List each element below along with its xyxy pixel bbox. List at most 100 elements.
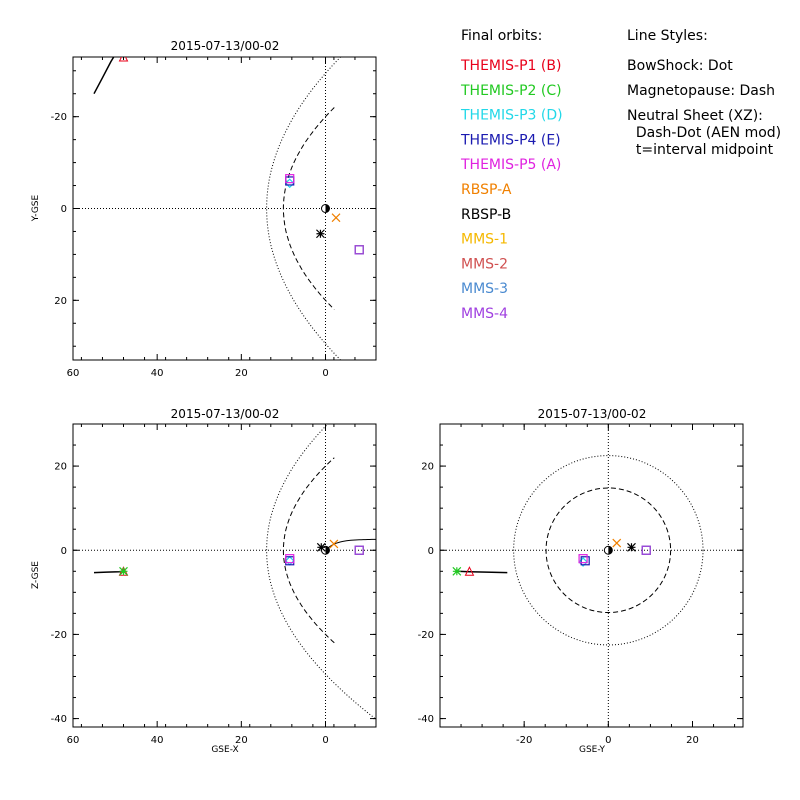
- panel-yz-frame: [439, 423, 744, 728]
- panel-1-point-6: [316, 542, 326, 552]
- legend-item-4: THEMIS-P5 (A): [460, 157, 561, 173]
- panel-2-point-2: [578, 557, 588, 567]
- legend-item-6: RBSP-B: [461, 207, 511, 223]
- panel-2-point-5: [612, 538, 622, 548]
- panel-0-point-5: [331, 213, 341, 223]
- panel-2-plot-area: [440, 424, 743, 727]
- panel-xy: 2015-07-13/00-02 Y-GSE 60 40 20 0 -20 0 20: [31, 39, 377, 379]
- legend-style-1: Magnetopause: Dash: [627, 83, 775, 99]
- panel-0-xtick-label-1: 40: [151, 368, 164, 379]
- panel-1-point-3: [285, 556, 295, 566]
- panel-2-ytick-label-1: 0: [428, 546, 434, 557]
- panel-0-point-9: [354, 245, 364, 255]
- panel-1-plot-area: [73, 424, 376, 727]
- legend: Final orbits: THEMIS-P1 (B) THEMIS-P2 (C)…: [460, 28, 781, 322]
- panel-xz-xlabel: GSE-X: [211, 745, 238, 755]
- panel-0-xtick-label-2: 20: [235, 368, 248, 379]
- panel-1-point-4: [285, 554, 295, 564]
- legend-style-3: Dash-Dot (AEN mod): [627, 125, 781, 141]
- panel-1-xtick-label-2: 20: [235, 735, 248, 746]
- legend-style-0: BowShock: Dot: [627, 58, 733, 74]
- panel-2-point-4: [578, 554, 588, 564]
- panel-1-xtick-label-3: 0: [322, 735, 328, 746]
- panel-2-magnetopause: [545, 487, 672, 614]
- legend-item-1: THEMIS-P2 (C): [460, 83, 562, 99]
- panel-2-xtick-label-1: 0: [605, 735, 611, 746]
- panel-xz: 2015-07-13/00-02 Z-GSE GSE-X 60 40 20 0 20 0 -…: [31, 407, 377, 755]
- panel-2-orbit-trail: [456, 570, 508, 574]
- panel-2-point-7: [641, 545, 651, 555]
- legend-styles-title: Line Styles:: [627, 28, 708, 44]
- panel-1-ytick-label-1: 0: [61, 546, 67, 557]
- panel-0-magnetopause: [282, 107, 335, 310]
- panel-2-point-10: [641, 545, 651, 555]
- panel-2-xtick-label-0: -20: [516, 735, 532, 746]
- panel-2-xtick-label-2: 20: [686, 735, 699, 746]
- panel-0-point-6: [316, 229, 325, 239]
- panel-0-point-0: [118, 57, 129, 62]
- panel-2-point-1: [452, 566, 462, 576]
- panel-0-earth-night: [325, 204, 330, 213]
- panel-yz: 2015-07-13/00-02 GSE-Y -20 0 20 20 0 -20 -40: [418, 407, 744, 755]
- panel-1-ytick-label-0: 20: [54, 462, 67, 473]
- panel-1-ytick-label-3: -40: [51, 714, 67, 725]
- panel-2-point-3: [580, 556, 590, 566]
- panel-2-ytick-label-3: -40: [418, 714, 434, 725]
- panel-2-ytick-label-0: 20: [421, 462, 434, 473]
- panel-xz-ylabel: Z-GSE: [31, 561, 41, 589]
- panel-0-xtick-label-0: 60: [67, 368, 80, 379]
- panel-2-point-9: [641, 545, 651, 555]
- panel-0-orbit-trail: [93, 57, 115, 95]
- legend-item-9: MMS-3: [461, 281, 508, 297]
- panel-0-plot-area: [73, 39, 376, 360]
- panel-2-earth-night: [608, 546, 613, 555]
- panel-0-point-4: [285, 174, 295, 184]
- panel-0-ytick-label-2: 20: [54, 296, 67, 307]
- panel-1-point-1: [119, 566, 128, 576]
- panel-xz-title: 2015-07-13/00-02: [171, 407, 280, 421]
- legend-item-7: MMS-1: [461, 232, 508, 248]
- panel-2-point-8: [641, 545, 651, 555]
- panel-0-point-8: [354, 245, 364, 255]
- panel-xy-title: 2015-07-13/00-02: [171, 39, 280, 53]
- panel-1-point-5: [329, 539, 339, 549]
- panel-1-point-10: [354, 545, 364, 555]
- legend-item-2: THEMIS-P3 (D): [460, 108, 563, 124]
- legend-style-2: Neutral Sheet (XZ):: [627, 108, 763, 124]
- panel-xz-frame: [72, 423, 377, 728]
- panel-xy-content: 60 40 20 0 -20 0 20: [51, 39, 377, 379]
- legend-item-10: MMS-4: [461, 306, 508, 322]
- panel-0-xtick-label-3: 0: [322, 368, 328, 379]
- panel-0-point-1: [120, 39, 128, 47]
- panel-yz-content: -20 0 20 20 0 -20 -40: [418, 423, 743, 746]
- panel-0-point-2: [284, 178, 295, 189]
- panel-1-ytick-label-2: -20: [51, 630, 67, 641]
- panel-1-earth-night: [325, 546, 330, 555]
- legend-items: THEMIS-P1 (B) THEMIS-P2 (C) THEMIS-P3 (D) T…: [460, 58, 563, 322]
- panel-1-bowshock: [266, 424, 376, 720]
- panel-2-point-0: [464, 566, 475, 576]
- panel-xy-ylabel: Y-GSE: [31, 195, 41, 223]
- panel-1-orbit-trail: [93, 570, 124, 574]
- panel-2-point-6: [627, 542, 636, 552]
- panel-xz-content: 60 40 20 0 20 0 -20 -40: [51, 423, 377, 746]
- panel-0-point-7: [354, 245, 364, 255]
- panel-1-xtick-label-1: 40: [151, 735, 164, 746]
- panel-1-magnetopause: [282, 457, 335, 644]
- legend-styles: BowShock: Dot Magnetopause: Dash Neutral S…: [627, 58, 781, 158]
- panel-2-ytick-label-2: -20: [418, 630, 434, 641]
- legend-style-4: t=interval midpoint: [627, 142, 774, 158]
- legend-item-3: THEMIS-P4 (E): [460, 132, 561, 148]
- legend-item-8: MMS-2: [461, 256, 508, 272]
- panel-yz-xlabel: GSE-Y: [579, 745, 606, 755]
- panel-1-point-2: [284, 555, 295, 566]
- panel-0-ytick-label-1: 0: [61, 204, 67, 215]
- panel-0-ytick-label-0: -20: [51, 112, 67, 123]
- legend-item-0: THEMIS-P1 (B): [460, 58, 561, 74]
- panel-1-xtick-label-0: 60: [67, 735, 80, 746]
- panel-2-bowshock: [513, 455, 704, 646]
- panel-0-point-10: [354, 245, 364, 255]
- legend-orbits-title: Final orbits:: [461, 28, 542, 44]
- panel-0-bowshock: [266, 57, 342, 360]
